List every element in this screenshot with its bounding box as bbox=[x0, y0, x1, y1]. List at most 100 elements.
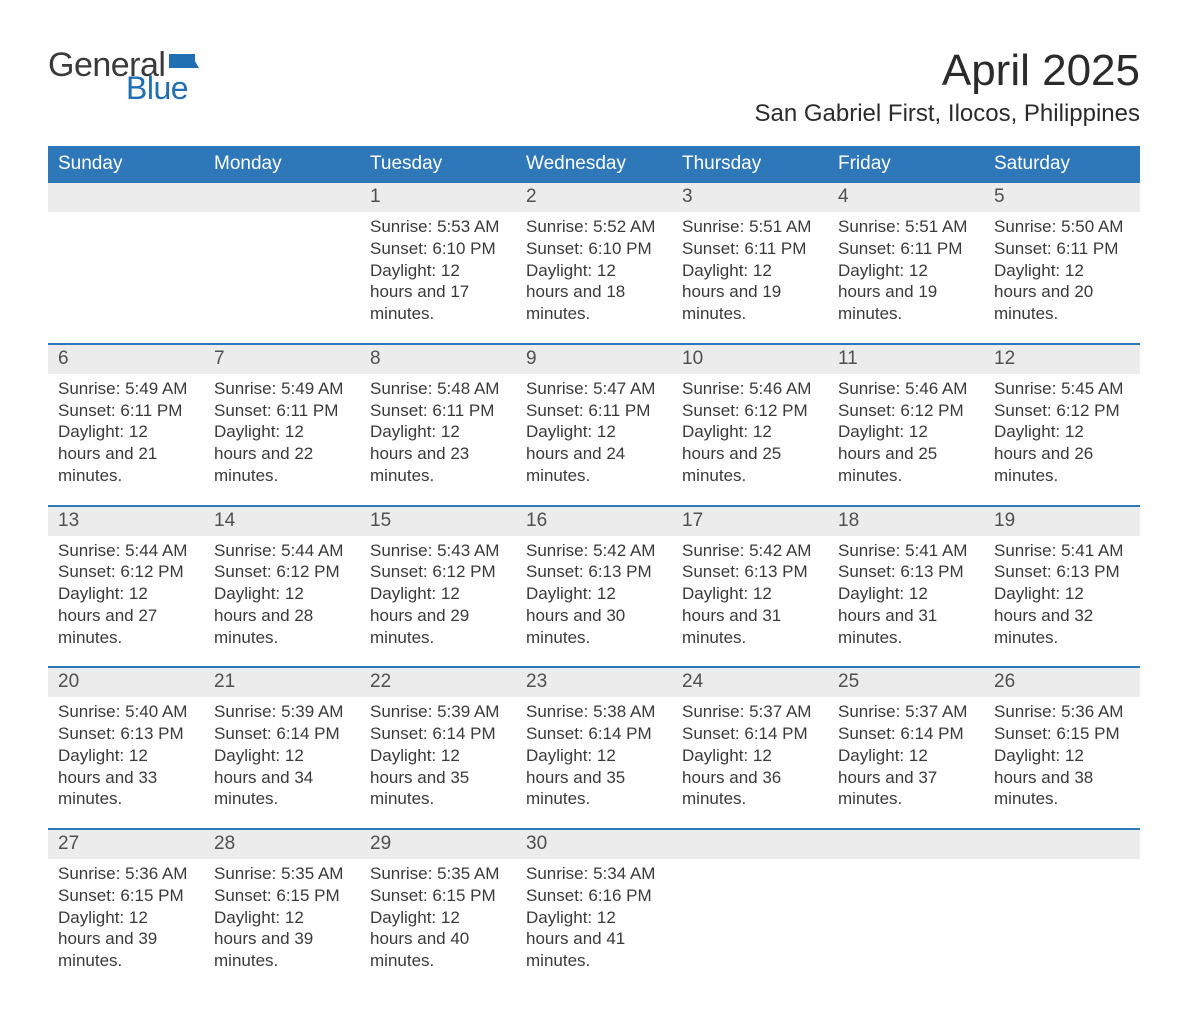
sunset-line: Sunset: 6:11 PM bbox=[214, 400, 350, 422]
sunrise-line: Sunrise: 5:43 AM bbox=[370, 540, 506, 562]
week-row: 12345Sunrise: 5:53 AMSunset: 6:10 PMDayl… bbox=[48, 183, 1140, 325]
day-detail-cell: Sunrise: 5:44 AMSunset: 6:12 PMDaylight:… bbox=[48, 536, 204, 649]
day-number-cell: 4 bbox=[828, 183, 984, 212]
sunset-line: Sunset: 6:12 PM bbox=[214, 561, 350, 583]
daylight-line: Daylight: 12 hours and 26 minutes. bbox=[994, 421, 1130, 486]
weeks-container: 12345Sunrise: 5:53 AMSunset: 6:10 PMDayl… bbox=[48, 183, 1140, 972]
sunrise-line: Sunrise: 5:35 AM bbox=[370, 863, 506, 885]
daylight-line: Daylight: 12 hours and 19 minutes. bbox=[682, 260, 818, 325]
daylight-line: Daylight: 12 hours and 18 minutes. bbox=[526, 260, 662, 325]
day-number-cell: 26 bbox=[984, 668, 1140, 697]
day-number-cell: 21 bbox=[204, 668, 360, 697]
day-number-row: 12345 bbox=[48, 183, 1140, 212]
day-detail-cell: Sunrise: 5:34 AMSunset: 6:16 PMDaylight:… bbox=[516, 859, 672, 972]
day-detail-cell bbox=[984, 859, 1140, 972]
daylight-line: Daylight: 12 hours and 41 minutes. bbox=[526, 907, 662, 972]
day-detail-row: Sunrise: 5:40 AMSunset: 6:13 PMDaylight:… bbox=[48, 697, 1140, 810]
sunset-line: Sunset: 6:13 PM bbox=[58, 723, 194, 745]
day-number-cell: 28 bbox=[204, 830, 360, 859]
day-number-cell: 17 bbox=[672, 507, 828, 536]
sunset-line: Sunset: 6:12 PM bbox=[838, 400, 974, 422]
day-detail-row: Sunrise: 5:49 AMSunset: 6:11 PMDaylight:… bbox=[48, 374, 1140, 487]
daylight-line: Daylight: 12 hours and 31 minutes. bbox=[682, 583, 818, 648]
sunset-line: Sunset: 6:14 PM bbox=[682, 723, 818, 745]
sunrise-line: Sunrise: 5:35 AM bbox=[214, 863, 350, 885]
day-number-cell: 25 bbox=[828, 668, 984, 697]
sunrise-line: Sunrise: 5:46 AM bbox=[682, 378, 818, 400]
sunset-line: Sunset: 6:12 PM bbox=[370, 561, 506, 583]
sunrise-line: Sunrise: 5:39 AM bbox=[214, 701, 350, 723]
sunrise-line: Sunrise: 5:44 AM bbox=[58, 540, 194, 562]
day-number-row: 13141516171819 bbox=[48, 507, 1140, 536]
weekday-cell: Wednesday bbox=[516, 146, 672, 183]
sunset-line: Sunset: 6:12 PM bbox=[58, 561, 194, 583]
day-detail-cell: Sunrise: 5:49 AMSunset: 6:11 PMDaylight:… bbox=[48, 374, 204, 487]
daylight-line: Daylight: 12 hours and 21 minutes. bbox=[58, 421, 194, 486]
day-detail-cell: Sunrise: 5:51 AMSunset: 6:11 PMDaylight:… bbox=[672, 212, 828, 325]
daylight-line: Daylight: 12 hours and 33 minutes. bbox=[58, 745, 194, 810]
day-number-cell: 11 bbox=[828, 345, 984, 374]
sunset-line: Sunset: 6:16 PM bbox=[526, 885, 662, 907]
calendar-page: General Blue April 2025 San Gabriel Firs… bbox=[0, 0, 1188, 1012]
sunset-line: Sunset: 6:11 PM bbox=[682, 238, 818, 260]
day-detail-cell bbox=[828, 859, 984, 972]
sunrise-line: Sunrise: 5:49 AM bbox=[58, 378, 194, 400]
title-block: April 2025 San Gabriel First, Ilocos, Ph… bbox=[755, 48, 1141, 128]
day-detail-cell: Sunrise: 5:49 AMSunset: 6:11 PMDaylight:… bbox=[204, 374, 360, 487]
week-row: 6789101112Sunrise: 5:49 AMSunset: 6:11 P… bbox=[48, 343, 1140, 487]
day-detail-cell: Sunrise: 5:52 AMSunset: 6:10 PMDaylight:… bbox=[516, 212, 672, 325]
day-number-cell bbox=[204, 183, 360, 212]
day-detail-cell: Sunrise: 5:46 AMSunset: 6:12 PMDaylight:… bbox=[828, 374, 984, 487]
day-number-cell: 16 bbox=[516, 507, 672, 536]
sunrise-line: Sunrise: 5:51 AM bbox=[682, 216, 818, 238]
day-detail-cell: Sunrise: 5:37 AMSunset: 6:14 PMDaylight:… bbox=[672, 697, 828, 810]
day-detail-cell: Sunrise: 5:42 AMSunset: 6:13 PMDaylight:… bbox=[516, 536, 672, 649]
day-detail-cell: Sunrise: 5:36 AMSunset: 6:15 PMDaylight:… bbox=[984, 697, 1140, 810]
sunrise-line: Sunrise: 5:42 AM bbox=[526, 540, 662, 562]
sunset-line: Sunset: 6:11 PM bbox=[58, 400, 194, 422]
sunset-line: Sunset: 6:11 PM bbox=[526, 400, 662, 422]
weekday-cell: Thursday bbox=[672, 146, 828, 183]
daylight-line: Daylight: 12 hours and 19 minutes. bbox=[838, 260, 974, 325]
sunset-line: Sunset: 6:14 PM bbox=[214, 723, 350, 745]
weekday-header-row: SundayMondayTuesdayWednesdayThursdayFrid… bbox=[48, 146, 1140, 183]
day-detail-cell: Sunrise: 5:38 AMSunset: 6:14 PMDaylight:… bbox=[516, 697, 672, 810]
daylight-line: Daylight: 12 hours and 35 minutes. bbox=[526, 745, 662, 810]
day-detail-cell bbox=[48, 212, 204, 325]
week-row: 27282930Sunrise: 5:36 AMSunset: 6:15 PMD… bbox=[48, 828, 1140, 972]
day-number-cell: 29 bbox=[360, 830, 516, 859]
day-detail-cell: Sunrise: 5:44 AMSunset: 6:12 PMDaylight:… bbox=[204, 536, 360, 649]
day-number-cell: 1 bbox=[360, 183, 516, 212]
sunset-line: Sunset: 6:11 PM bbox=[994, 238, 1130, 260]
day-detail-cell: Sunrise: 5:45 AMSunset: 6:12 PMDaylight:… bbox=[984, 374, 1140, 487]
sunrise-line: Sunrise: 5:46 AM bbox=[838, 378, 974, 400]
day-number-cell: 10 bbox=[672, 345, 828, 374]
sunrise-line: Sunrise: 5:39 AM bbox=[370, 701, 506, 723]
daylight-line: Daylight: 12 hours and 27 minutes. bbox=[58, 583, 194, 648]
day-number-cell: 27 bbox=[48, 830, 204, 859]
day-number-cell: 9 bbox=[516, 345, 672, 374]
day-detail-cell bbox=[672, 859, 828, 972]
day-detail-cell: Sunrise: 5:39 AMSunset: 6:14 PMDaylight:… bbox=[360, 697, 516, 810]
day-detail-cell: Sunrise: 5:43 AMSunset: 6:12 PMDaylight:… bbox=[360, 536, 516, 649]
day-number-row: 20212223242526 bbox=[48, 668, 1140, 697]
day-detail-cell: Sunrise: 5:35 AMSunset: 6:15 PMDaylight:… bbox=[360, 859, 516, 972]
sunset-line: Sunset: 6:14 PM bbox=[370, 723, 506, 745]
day-number-cell: 23 bbox=[516, 668, 672, 697]
sunrise-line: Sunrise: 5:36 AM bbox=[58, 863, 194, 885]
daylight-line: Daylight: 12 hours and 39 minutes. bbox=[214, 907, 350, 972]
logo: General Blue bbox=[48, 48, 203, 104]
day-number-cell: 22 bbox=[360, 668, 516, 697]
sunrise-line: Sunrise: 5:40 AM bbox=[58, 701, 194, 723]
sunrise-line: Sunrise: 5:45 AM bbox=[994, 378, 1130, 400]
sunrise-line: Sunrise: 5:37 AM bbox=[838, 701, 974, 723]
daylight-line: Daylight: 12 hours and 31 minutes. bbox=[838, 583, 974, 648]
daylight-line: Daylight: 12 hours and 30 minutes. bbox=[526, 583, 662, 648]
sunrise-line: Sunrise: 5:48 AM bbox=[370, 378, 506, 400]
day-number-cell: 20 bbox=[48, 668, 204, 697]
daylight-line: Daylight: 12 hours and 37 minutes. bbox=[838, 745, 974, 810]
day-number-cell: 14 bbox=[204, 507, 360, 536]
sunrise-line: Sunrise: 5:34 AM bbox=[526, 863, 662, 885]
sunset-line: Sunset: 6:13 PM bbox=[994, 561, 1130, 583]
day-detail-cell: Sunrise: 5:37 AMSunset: 6:14 PMDaylight:… bbox=[828, 697, 984, 810]
